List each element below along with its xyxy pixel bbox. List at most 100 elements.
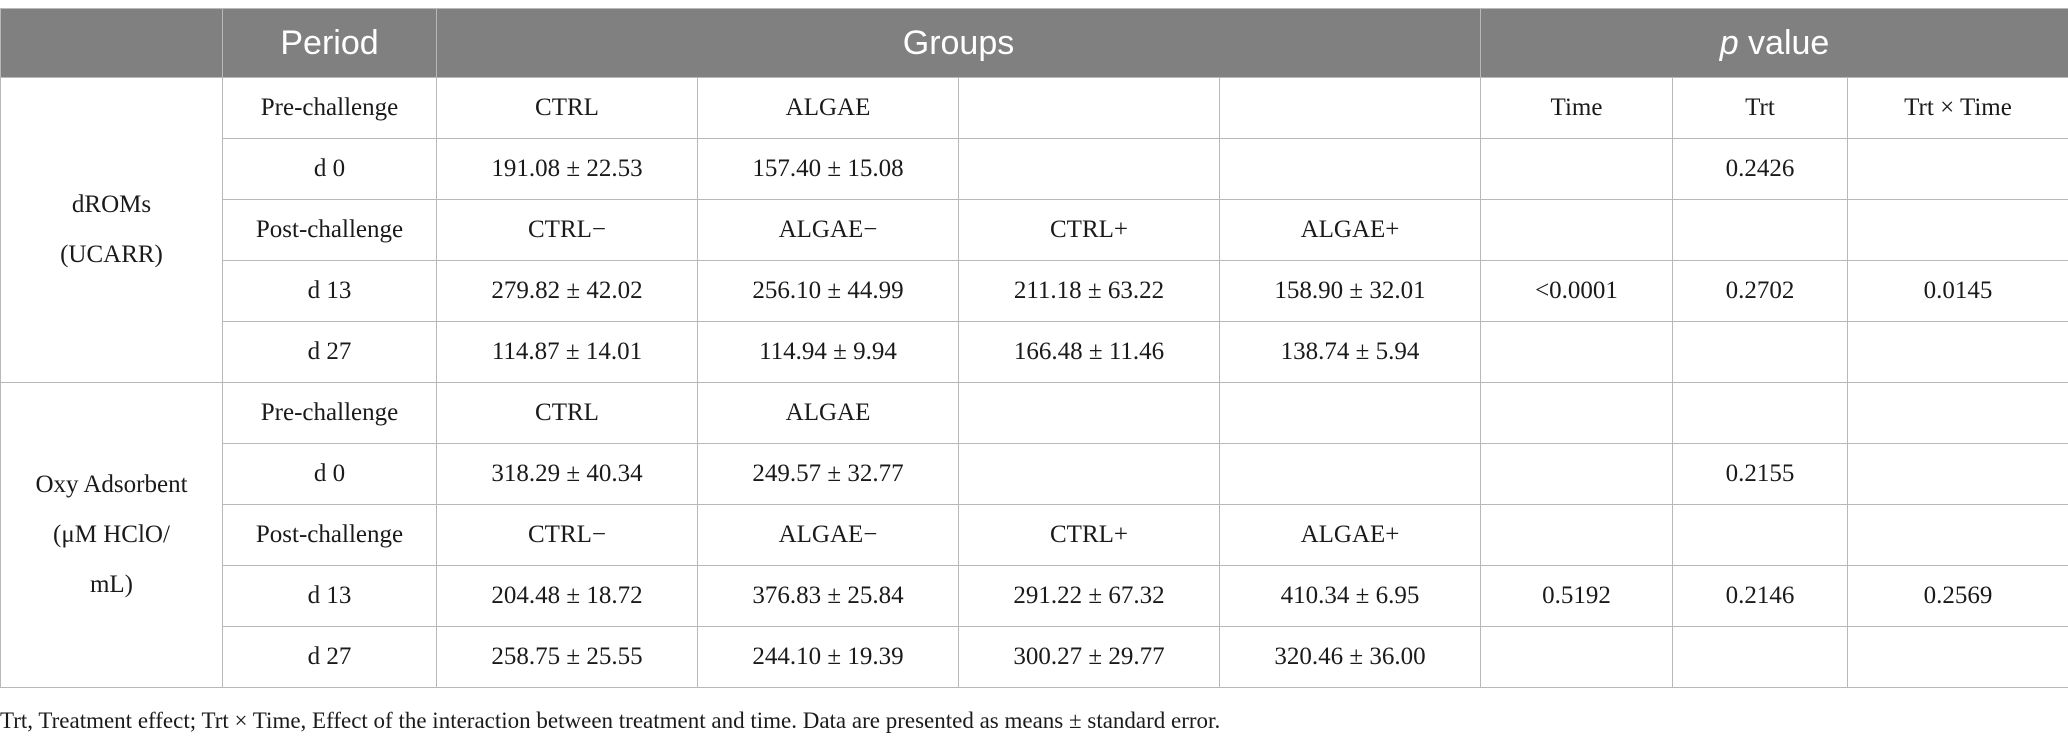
group-cell	[958, 443, 1220, 505]
p-value-cell	[1846, 382, 2068, 444]
group-cell: ALGAE+	[1219, 199, 1481, 261]
period-cell: d 27	[222, 626, 437, 688]
table-row: dROMs (UCARR) Pre-challenge CTRL ALGAE Ti…	[0, 77, 2068, 383]
group-cell: 279.82 ± 42.02	[436, 260, 698, 322]
variable-label: dROMs (UCARR)	[0, 77, 223, 383]
p-value-cell: 0.2155	[1672, 443, 1848, 505]
p-value-cell	[1480, 199, 1673, 261]
group-cell: ALGAE−	[697, 504, 959, 566]
p-value-cell	[1846, 199, 2068, 261]
group-cell: 258.75 ± 25.55	[436, 626, 698, 688]
group-cell: 376.83 ± 25.84	[697, 565, 959, 627]
p-value-cell	[1480, 504, 1673, 566]
table-row: Oxy Adsorbent (μM HClO/mL) Pre-challenge …	[0, 382, 2068, 688]
group-cell: CTRL+	[958, 504, 1220, 566]
group-cell	[1219, 382, 1481, 444]
group-cell: 114.94 ± 9.94	[697, 321, 959, 383]
header-p-value: p value	[1479, 8, 2068, 78]
results-table: Period Groups p value dROMs (UCARR) Pre-c…	[0, 8, 2068, 688]
group-cell: 138.74 ± 5.94	[1219, 321, 1481, 383]
header-groups: Groups	[436, 8, 1481, 78]
p-value-cell: 0.2426	[1672, 138, 1848, 200]
period-cell: Pre-challenge	[222, 77, 437, 139]
header-period: Period	[222, 8, 437, 78]
table-row: d 13 279.82 ± 42.02 256.10 ± 44.99 211.1…	[1, 260, 2068, 322]
variable-line: (μM HClO/	[53, 521, 170, 548]
table-row: d 27 258.75 ± 25.55 244.10 ± 19.39 300.2…	[1, 626, 2068, 688]
group-cell: CTRL	[436, 382, 698, 444]
group-cell	[958, 138, 1220, 200]
p-value-cell	[1846, 443, 2068, 505]
p-value-cell: <0.0001	[1480, 260, 1673, 322]
period-cell: Post-challenge	[222, 199, 437, 261]
group-cell: CTRL	[436, 77, 698, 139]
p-value-cell	[1672, 199, 1848, 261]
period-cell: d 13	[222, 565, 437, 627]
p-value-cell: Trt	[1672, 77, 1848, 139]
p-symbol: p	[1719, 23, 1739, 62]
p-value-cell	[1480, 626, 1673, 688]
table-row: d 27 114.87 ± 14.01 114.94 ± 9.94 166.48…	[1, 321, 2068, 383]
group-cell: 291.22 ± 67.32	[958, 565, 1220, 627]
group-cell	[958, 77, 1220, 139]
period-cell: Pre-challenge	[222, 382, 437, 444]
p-value-cell	[1846, 138, 2068, 200]
period-cell: d 0	[222, 138, 437, 200]
p-value-label: value	[1738, 23, 1830, 62]
variable-line: dROMs	[71, 191, 152, 218]
p-value-cell: 0.5192	[1480, 565, 1673, 627]
p-value-cell	[1480, 382, 1673, 444]
group-cell: 410.34 ± 6.95	[1219, 565, 1481, 627]
group-cell: 158.90 ± 32.01	[1219, 260, 1481, 322]
table-row: d 13 204.48 ± 18.72 376.83 ± 25.84 291.2…	[1, 565, 2068, 627]
period-cell: Post-challenge	[222, 504, 437, 566]
header-row: Period Groups p value	[0, 8, 2068, 78]
table-row: d 0 318.29 ± 40.34 249.57 ± 32.77 0.2155	[1, 443, 2068, 505]
group-cell: ALGAE	[697, 382, 959, 444]
group-cell: 249.57 ± 32.77	[697, 443, 959, 505]
group-cell: 204.48 ± 18.72	[436, 565, 698, 627]
p-value-cell: Trt × Time	[1846, 77, 2068, 139]
table-row: d 0 191.08 ± 22.53 157.40 ± 15.08 0.2426	[1, 138, 2068, 200]
group-cell: 166.48 ± 11.46	[958, 321, 1220, 383]
p-value-cell: 0.2146	[1672, 565, 1848, 627]
group-cell: CTRL+	[958, 199, 1220, 261]
p-value-cell	[1672, 382, 1848, 444]
table-row: Post-challenge CTRL− ALGAE− CTRL+ ALGAE+	[1, 504, 2068, 566]
p-value-cell	[1846, 321, 2068, 383]
group-cell: ALGAE	[697, 77, 959, 139]
group-cell: CTRL−	[436, 504, 698, 566]
group-cell	[1219, 138, 1481, 200]
group-cell	[1219, 443, 1481, 505]
group-cell: 244.10 ± 19.39	[697, 626, 959, 688]
p-value-cell	[1480, 321, 1673, 383]
group-cell: 191.08 ± 22.53	[436, 138, 698, 200]
table-footnote: Trt, Treatment effect; Trt × Time, Effec…	[0, 708, 1221, 733]
period-cell: d 0	[222, 443, 437, 505]
group-cell	[958, 382, 1220, 444]
group-cell: 318.29 ± 40.34	[436, 443, 698, 505]
group-cell: 114.87 ± 14.01	[436, 321, 698, 383]
variable-line: Oxy Adsorbent	[35, 471, 188, 498]
header-blank	[0, 8, 223, 78]
group-cell: 157.40 ± 15.08	[697, 138, 959, 200]
variable-line: mL)	[89, 571, 134, 598]
group-cell: 256.10 ± 44.99	[697, 260, 959, 322]
p-value-cell: Time	[1480, 77, 1673, 139]
p-value-cell	[1480, 138, 1673, 200]
p-value-cell: 0.2702	[1672, 260, 1848, 322]
group-cell	[1219, 77, 1481, 139]
p-value-cell	[1672, 321, 1848, 383]
group-cell: ALGAE+	[1219, 504, 1481, 566]
p-value-cell	[1480, 443, 1673, 505]
p-value-cell	[1672, 626, 1848, 688]
group-cell: 320.46 ± 36.00	[1219, 626, 1481, 688]
p-value-cell	[1846, 504, 2068, 566]
group-cell: CTRL−	[436, 199, 698, 261]
group-cell: ALGAE−	[697, 199, 959, 261]
variable-line: (UCARR)	[60, 241, 163, 268]
p-value-cell: 0.0145	[1846, 260, 2068, 322]
p-value-cell	[1846, 626, 2068, 688]
variable-label: Oxy Adsorbent (μM HClO/mL)	[0, 382, 223, 688]
period-cell: d 27	[222, 321, 437, 383]
